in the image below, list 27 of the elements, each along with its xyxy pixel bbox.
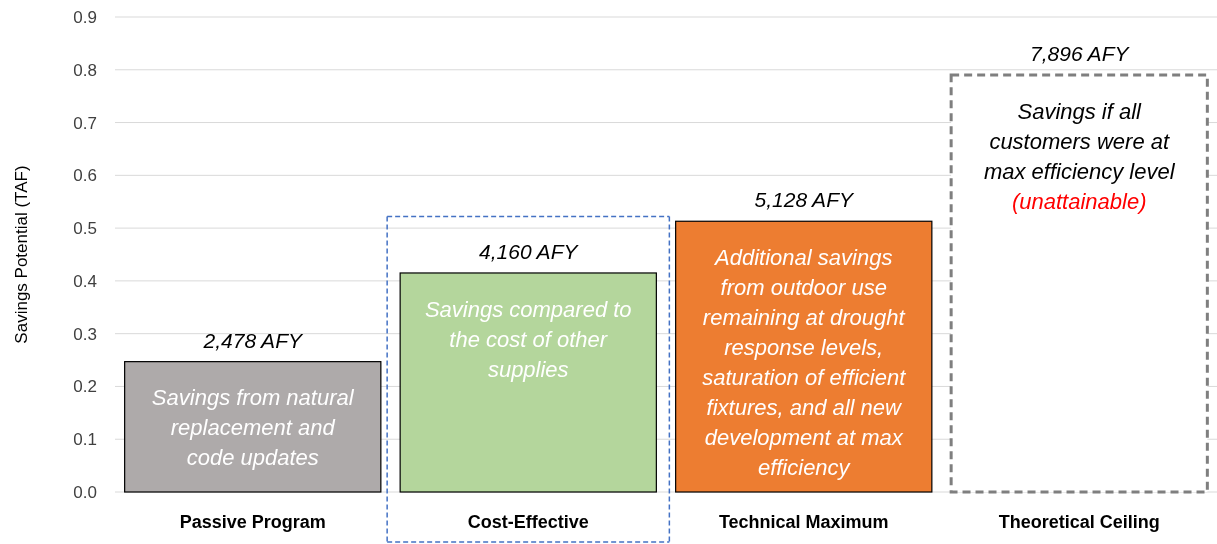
annotation: Savings if all customers were at max efficiency level — [983, 98, 1176, 184]
y-tick-label: 0.9 — [73, 7, 97, 27]
annotation: 4,160 AFY — [479, 239, 580, 263]
x-tick-label: Passive Program — [179, 512, 326, 532]
x-tick-label: Cost-Effective — [467, 512, 589, 532]
y-tick-label: 0.1 — [73, 430, 97, 450]
y-tick-label: 0.5 — [73, 219, 97, 239]
annotation: Savings from natural replacement and code updates — [151, 385, 355, 471]
y-tick-label: 0.6 — [73, 166, 97, 186]
y-axis-title: Savings Potential (TAF) — [12, 165, 31, 344]
y-tick-label: 0.7 — [73, 113, 97, 133]
bar — [124, 361, 382, 493]
annotation: 7,896 AFY — [1030, 42, 1131, 66]
annotation: 5,128 AFY — [754, 188, 855, 212]
x-tick-label: Theoretical Ceiling — [998, 512, 1160, 532]
annotation: Savings compared to the cost of other supplies — [424, 296, 632, 382]
bar — [949, 73, 1209, 494]
annotation: Additional savings from outdoor use remaining at drought response levels, saturation of efficient fixtures, and all new development at max efficiency — [702, 244, 907, 480]
y-tick-label: 0.3 — [73, 324, 97, 344]
x-tick-label: Technical Maximum — [718, 512, 889, 532]
y-tick-label: 0.0 — [73, 482, 97, 502]
annotation: 2,478 AFY — [202, 328, 304, 352]
y-tick-label: 0.8 — [73, 60, 97, 80]
annotation: (unattainable) — [1011, 188, 1147, 214]
y-tick-label: 0.2 — [73, 377, 97, 397]
y-tick-label: 0.4 — [73, 271, 97, 291]
bar — [399, 272, 657, 493]
